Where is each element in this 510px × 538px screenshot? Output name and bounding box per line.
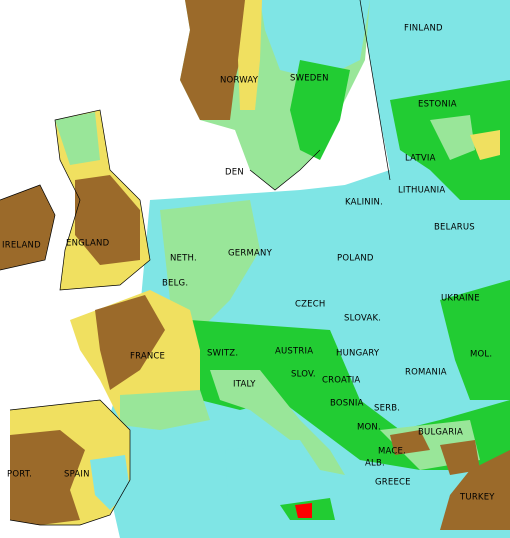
country-label: SWEDEN <box>290 74 329 84</box>
region-yellow <box>238 0 262 110</box>
region-brown <box>75 175 140 265</box>
country-label: BELARUS <box>434 223 475 233</box>
coastline <box>359 0 391 181</box>
country-label: CROATIA <box>322 376 360 386</box>
region-green <box>440 280 510 400</box>
country-label: ENGLAND <box>66 239 110 249</box>
country-label: MON. <box>357 423 381 433</box>
country-label: BELG. <box>162 279 188 289</box>
country-label: SERB. <box>374 404 400 414</box>
coastline <box>9 399 131 526</box>
country-label: MOL. <box>470 350 492 360</box>
region-brown <box>440 440 480 475</box>
country-label: FRANCE <box>130 352 165 362</box>
country-label: GERMANY <box>228 249 273 259</box>
country-label: LATVIA <box>405 154 436 164</box>
region-cyan <box>270 440 320 470</box>
region-sardinia <box>225 448 245 500</box>
country-label: UKRAINE <box>441 294 480 304</box>
country-label: MACE. <box>378 447 406 457</box>
region-brown <box>390 430 430 455</box>
region-lightgreen <box>55 112 100 165</box>
country-label: NETH. <box>170 254 197 264</box>
country-label: HUNGARY <box>336 349 380 359</box>
region-brown <box>440 450 510 530</box>
region-brown <box>10 430 85 525</box>
country-label: POLAND <box>337 254 374 264</box>
region-red <box>295 503 312 518</box>
country-label: NORWAY <box>220 76 259 86</box>
country-label: ESTONIA <box>418 100 457 110</box>
country-label: FINLAND <box>404 24 443 34</box>
country-label: SLOV. <box>291 370 316 380</box>
country-label: DEN <box>225 168 244 178</box>
country-label: GREECE <box>375 478 411 488</box>
region-lightgreen <box>160 200 260 330</box>
region-green <box>290 60 350 160</box>
region-lightgreen <box>210 370 345 475</box>
region-yellow <box>470 130 500 160</box>
country-label: AUSTRIA <box>275 347 313 357</box>
coastline <box>0 184 56 271</box>
coastline <box>249 149 321 191</box>
region-brown <box>0 185 55 270</box>
country-label: ITALY <box>233 380 256 390</box>
country-label: TURKEY <box>459 493 495 503</box>
region-brown <box>95 295 165 390</box>
country-label: ALB. <box>365 459 385 469</box>
country-labels: FINLAND NORWAY SWEDEN ESTONIA LATVIA LITHUANI… <box>2 24 495 503</box>
coastlines <box>0 0 391 526</box>
region-lightgreen <box>120 390 210 430</box>
country-label: CZECH <box>295 300 325 310</box>
country-label: LITHUANIA <box>398 186 445 196</box>
country-label: SWITZ. <box>207 349 238 359</box>
country-label: PORT. <box>7 470 32 480</box>
region-brown <box>180 0 250 120</box>
country-label: BOSNIA <box>330 399 364 409</box>
region-cyan <box>90 455 130 510</box>
country-label: BULGARIA <box>418 428 463 438</box>
coastline <box>54 109 151 291</box>
country-label: SPAIN <box>64 470 90 480</box>
region-lightgreen <box>430 115 475 160</box>
country-label: SLOVAK. <box>344 314 381 324</box>
country-label: ROMANIA <box>405 368 447 378</box>
region-cyan <box>260 0 370 80</box>
country-label: IRELAND <box>2 241 41 251</box>
country-label: KALININ. <box>345 198 383 208</box>
